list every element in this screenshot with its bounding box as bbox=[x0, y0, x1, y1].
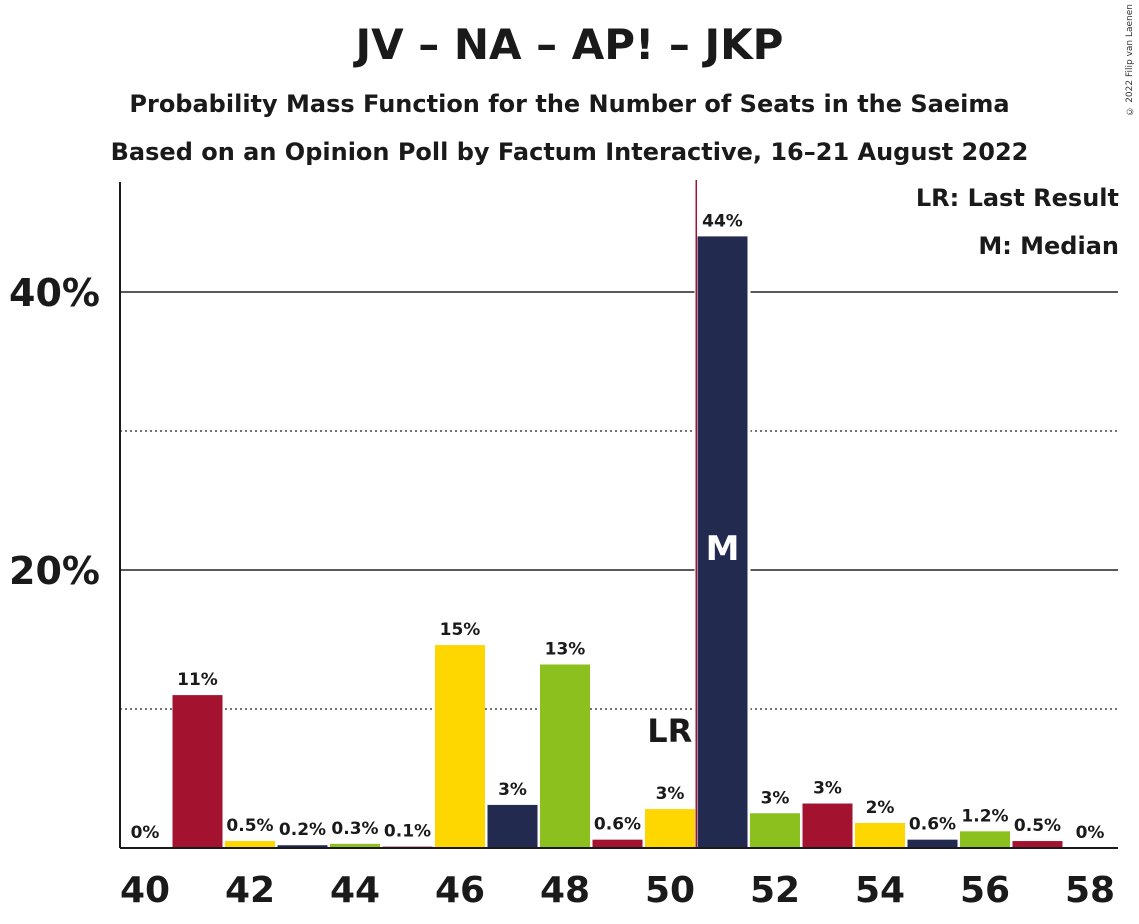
legend-last-result: LR: Last Result bbox=[915, 184, 1119, 212]
x-tick-label: 50 bbox=[645, 870, 695, 911]
y-tick-label: 20% bbox=[9, 549, 100, 593]
x-tick-label: 42 bbox=[225, 870, 275, 911]
x-tick-label: 54 bbox=[855, 870, 905, 911]
bar-seats-49 bbox=[592, 839, 643, 848]
bar-seats-43 bbox=[277, 845, 328, 848]
bar-seats-51 bbox=[697, 236, 748, 848]
x-tick-label: 52 bbox=[750, 870, 800, 911]
bar-label-seats-51: 44% bbox=[702, 211, 743, 231]
bar-label-seats-52: 3% bbox=[761, 788, 790, 808]
chart-title: JV – NA – AP! – JKP bbox=[355, 20, 784, 69]
bar-label-seats-49: 0.6% bbox=[594, 815, 641, 835]
bar-label-seats-56: 1.2% bbox=[961, 806, 1008, 826]
x-tick-label: 44 bbox=[330, 870, 380, 911]
bar-seats-57 bbox=[1012, 841, 1063, 848]
bar-seats-53 bbox=[802, 803, 853, 848]
x-tick-label: 40 bbox=[120, 870, 170, 911]
bar-label-seats-53: 3% bbox=[813, 779, 842, 799]
bar-label-seats-55: 0.6% bbox=[909, 815, 956, 835]
bar-seats-55 bbox=[907, 839, 958, 848]
median-marker: M bbox=[706, 529, 740, 569]
bar-seats-44 bbox=[330, 843, 380, 848]
bar-label-seats-48: 13% bbox=[545, 640, 586, 660]
chart-source-line: Based on an Opinion Poll by Factum Inter… bbox=[110, 138, 1029, 166]
bar-label-seats-41: 11% bbox=[177, 670, 218, 690]
legend-median: M: Median bbox=[978, 232, 1119, 260]
x-tick-label: 46 bbox=[435, 870, 485, 911]
bar-seats-54 bbox=[855, 822, 905, 848]
bar-label-seats-54: 2% bbox=[866, 798, 895, 818]
bar-seats-48 bbox=[540, 664, 590, 848]
bar-seats-42 bbox=[225, 841, 275, 848]
x-tick-label: 56 bbox=[960, 870, 1010, 911]
chart-subtitle: Probability Mass Function for the Number… bbox=[129, 90, 1010, 118]
bar-label-seats-50: 3% bbox=[656, 784, 685, 804]
bar-label-seats-47: 3% bbox=[498, 780, 527, 800]
bar-label-seats-43: 0.2% bbox=[279, 820, 326, 840]
bar-seats-52 bbox=[750, 813, 800, 848]
bar-label-seats-57: 0.5% bbox=[1014, 816, 1061, 836]
bar-seats-50 bbox=[645, 809, 695, 848]
last-result-marker: LR bbox=[647, 712, 692, 750]
bar-label-seats-40: 0% bbox=[131, 823, 160, 843]
x-tick-label: 48 bbox=[540, 870, 590, 911]
bar-label-seats-58: 0% bbox=[1076, 823, 1105, 843]
bar-seats-47 bbox=[487, 804, 538, 848]
bar-label-seats-45: 0.1% bbox=[384, 822, 431, 842]
x-tick-label: 58 bbox=[1065, 870, 1115, 911]
bar-seats-56 bbox=[960, 831, 1010, 848]
bar-label-seats-44: 0.3% bbox=[331, 819, 378, 839]
bar-seats-46 bbox=[435, 645, 485, 848]
bar-label-seats-42: 0.5% bbox=[226, 816, 273, 836]
bar-seats-41 bbox=[172, 695, 223, 848]
y-tick-label: 40% bbox=[9, 271, 100, 315]
bar-label-seats-46: 15% bbox=[440, 620, 481, 640]
